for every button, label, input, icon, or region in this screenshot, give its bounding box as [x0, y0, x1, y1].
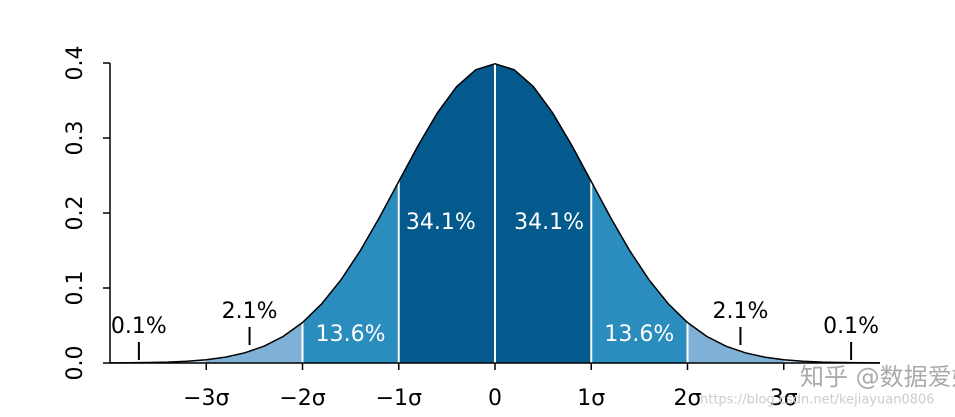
y-tick-label: 0.4 [63, 46, 88, 81]
y-tick-label: 0.2 [63, 196, 88, 231]
value-label: 2.1% [712, 299, 768, 324]
region [687, 322, 784, 363]
value-label: 13.6% [604, 322, 674, 347]
x-tick-label: 0 [488, 386, 502, 411]
value-label: 2.1% [222, 299, 278, 324]
value-label: 0.1% [823, 314, 879, 339]
value-label: 0.1% [111, 314, 167, 339]
source-url: https://blog.csdn.net/kejiayuan0806 [700, 393, 935, 408]
y-tick-label: 0.0 [63, 346, 88, 381]
x-tick-label: −1σ [376, 386, 422, 411]
x-tick-label: 3σ [770, 386, 798, 411]
value-label: 34.1% [406, 210, 476, 235]
x-tick-label: 2σ [674, 386, 702, 411]
x-tick-label: −3σ [183, 386, 229, 411]
value-label: 13.6% [316, 322, 386, 347]
y-tick-label: 0.3 [63, 121, 88, 156]
region [206, 322, 303, 363]
value-label: 34.1% [514, 210, 584, 235]
watermark: 知乎 @数据爱好者记 [800, 363, 955, 391]
y-tick-label: 0.1 [63, 271, 88, 306]
density-curve [109, 63, 881, 364]
x-tick-label: 1σ [577, 386, 605, 411]
x-tick-label: −2σ [279, 386, 325, 411]
